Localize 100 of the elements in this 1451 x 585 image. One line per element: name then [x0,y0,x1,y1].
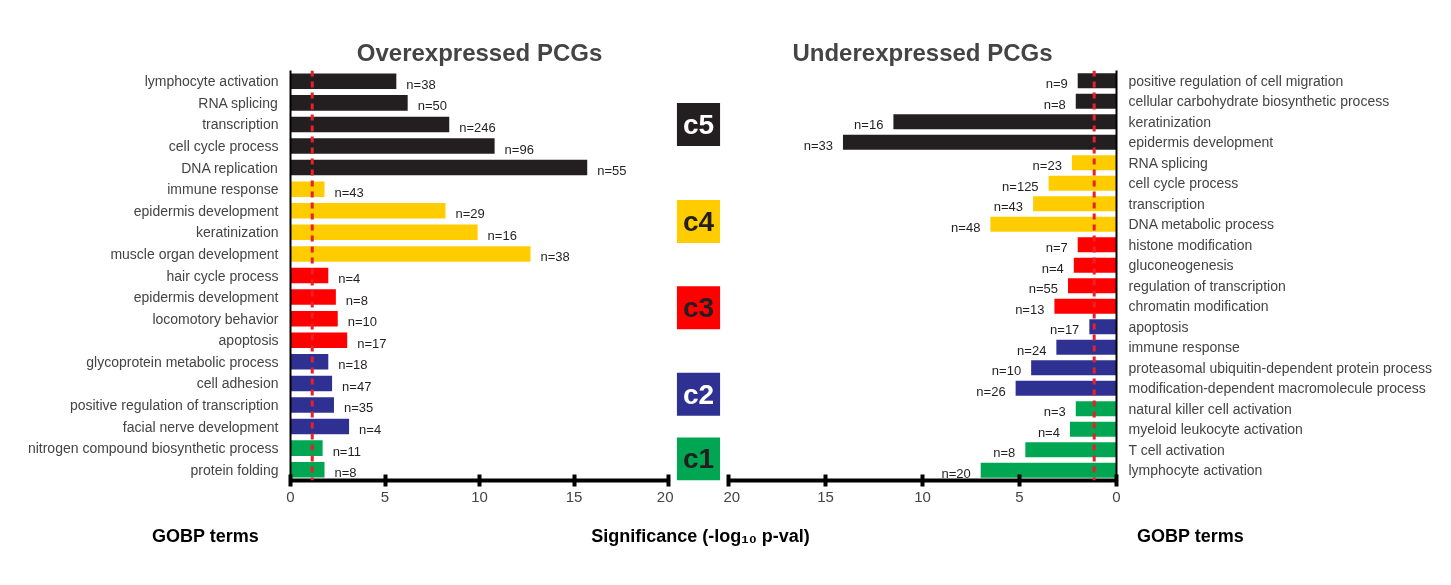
bar [290,95,408,111]
bar [290,73,397,90]
annotation: n=7 [1045,240,1068,256]
annotation: n=16 [854,117,884,133]
bar [290,289,336,305]
text: c3 [682,292,715,324]
bar [1068,278,1117,294]
annotation: n=18 [338,357,368,373]
bar [290,224,478,241]
annotation: n=17 [1050,322,1080,338]
annotation: n=55 [1028,281,1059,297]
bar [290,375,333,392]
annotation: n=8 [334,465,357,481]
y-tick-label: cell cycle process [168,138,279,155]
y-tick-label: epidermis development [133,202,279,219]
bar [1077,73,1117,89]
y-tick-label: transcription [1128,195,1205,212]
bar [1089,319,1117,335]
bar [290,332,348,349]
y-tick-label: apoptosis [1128,318,1189,335]
y-tick-label: cellular carbohydrate biosynthetic process [1128,93,1390,110]
bar [990,216,1117,232]
y-tick-label: keratinization [196,224,279,241]
annotation: n=13 [1015,301,1045,317]
chart-title: Underexpressed PCGs [792,38,1053,66]
y-tick-label: DNA metabolic process [1128,216,1275,233]
y-tick-label: lymphocyte activation [144,73,279,90]
y-tick-label: nitrogen compound biosynthetic process [27,440,279,457]
annotation: n=24 [1017,342,1047,358]
y-tick-label: myeloid leukocyte activation [1128,421,1303,438]
annotation: n=17 [357,335,387,351]
annotation: n=9 [1045,76,1068,92]
y-tick-label: cell adhesion [196,375,279,392]
annotation: n=10 [347,314,378,330]
text: c4 [682,206,715,238]
annotation: n=50 [417,98,447,114]
x-tick-label: 5 [380,487,390,505]
text: c5 [682,108,715,140]
y-tick-label: chromatin modification [1128,298,1269,315]
x-tick-label: 10 [471,487,488,505]
annotation: n=11 [332,443,361,459]
annotation: n=4 [1041,260,1064,276]
y-tick-label: epidermis development [133,289,279,306]
bar [1077,237,1117,253]
annotation: n=20 [941,465,971,481]
text: c2 [682,378,715,410]
x-axis-title: Significance (-log₁₀ p-val) [591,525,810,546]
bar [1075,93,1117,109]
bar [290,202,446,219]
annotation: n=10 [991,363,1022,379]
bar [1056,339,1117,355]
bar [290,397,334,413]
y-tick-label: immune response [1128,339,1240,356]
annotation: n=16 [487,227,517,243]
annotation: n=125 [1002,178,1039,194]
annotation: n=4 [359,422,382,438]
bar [290,440,323,456]
y-tick-label: cell cycle process [1128,175,1239,192]
bar [1069,421,1117,437]
y-tick-label: lymphocyte activation [1128,462,1263,479]
y-tick-label: regulation of transcription [1128,277,1286,294]
y-tick-label: epidermis development [1128,134,1274,151]
y-tick-label: facial nerve development [122,418,279,435]
annotation: n=4 [338,271,361,286]
y-tick-label: immune response [167,181,279,198]
y-tick-label: RNA splicing [1128,154,1208,171]
bar [842,134,1117,150]
annotation: n=43 [334,184,364,200]
y-tick-label: natural killer cell activation [1128,400,1292,417]
annotation: n=38 [540,249,570,265]
x-tick-label: 20 [656,487,674,505]
bar [1033,196,1117,212]
x-tick-label: 15 [817,487,834,505]
annotation: n=55 [597,163,627,179]
x-tick-label: 0 [286,487,295,505]
annotation: n=3 [1043,404,1066,420]
y-tick-label: muscle organ development [110,245,279,262]
y-tick-label: DNA replication [181,159,278,176]
annotation: n=8 [1043,96,1066,112]
y-axis-title: GOBP terms [151,525,259,546]
annotation: n=23 [1032,158,1062,174]
x-tick-label: 15 [565,487,583,505]
annotation: n=33 [803,137,833,153]
bar [290,354,329,370]
y-tick-label: histone modification [1128,236,1253,253]
x-tick-label: 10 [914,487,931,505]
annotation: n=29 [455,206,485,222]
y-tick-label: hair cycle process [166,267,279,284]
annotation: n=8 [345,292,368,308]
bar [1075,401,1117,417]
y-axis-title: GOBP terms [1136,525,1244,546]
bar [290,310,338,327]
y-tick-label: positive regulation of transcription [69,396,279,413]
y-tick-label: keratinization [1128,113,1211,130]
y-tick-label: glycoprotein metabolic process [86,353,279,370]
bar [1054,298,1117,314]
bar [1031,360,1117,376]
bar [290,159,588,176]
annotation: n=96 [504,141,534,157]
bar [290,461,325,478]
